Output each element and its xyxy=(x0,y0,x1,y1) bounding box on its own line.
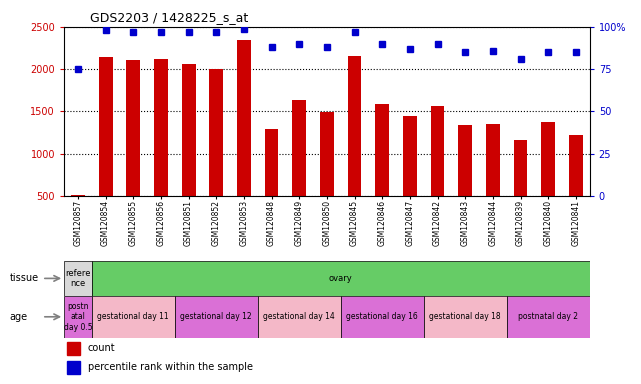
Text: postnatal day 2: postnatal day 2 xyxy=(518,312,578,321)
Text: tissue: tissue xyxy=(10,273,38,283)
Text: refere
nce: refere nce xyxy=(65,269,90,288)
Text: gestational day 11: gestational day 11 xyxy=(97,312,169,321)
Text: postn
atal
day 0.5: postn atal day 0.5 xyxy=(63,302,92,332)
Bar xyxy=(67,342,80,355)
Bar xyxy=(99,57,113,196)
Bar xyxy=(376,104,389,196)
Bar xyxy=(347,56,362,196)
Bar xyxy=(237,40,251,196)
Bar xyxy=(210,69,223,196)
Bar xyxy=(403,116,417,196)
Text: gestational day 14: gestational day 14 xyxy=(263,312,335,321)
Bar xyxy=(458,125,472,196)
Text: gestational day 18: gestational day 18 xyxy=(429,312,501,321)
Bar xyxy=(424,296,507,338)
Bar xyxy=(486,124,500,196)
Bar xyxy=(92,296,175,338)
Bar xyxy=(320,112,334,196)
Text: age: age xyxy=(10,312,28,322)
Bar xyxy=(67,361,80,374)
Text: ovary: ovary xyxy=(329,274,353,283)
Bar xyxy=(258,296,341,338)
Bar xyxy=(71,195,85,196)
Text: GDS2203 / 1428225_s_at: GDS2203 / 1428225_s_at xyxy=(90,11,249,24)
Bar xyxy=(175,296,258,338)
Text: percentile rank within the sample: percentile rank within the sample xyxy=(88,362,253,372)
Bar xyxy=(431,106,444,196)
Bar xyxy=(126,60,140,196)
Text: gestational day 12: gestational day 12 xyxy=(180,312,252,321)
Bar xyxy=(292,99,306,196)
Bar xyxy=(507,296,590,338)
Text: gestational day 16: gestational day 16 xyxy=(346,312,418,321)
Bar xyxy=(513,140,528,196)
Bar xyxy=(154,59,168,196)
Bar xyxy=(541,122,555,196)
Bar xyxy=(341,296,424,338)
Bar xyxy=(181,64,196,196)
Bar xyxy=(569,135,583,196)
Text: count: count xyxy=(88,343,115,353)
Bar xyxy=(64,261,92,296)
Bar xyxy=(64,296,92,338)
Bar xyxy=(265,129,278,196)
